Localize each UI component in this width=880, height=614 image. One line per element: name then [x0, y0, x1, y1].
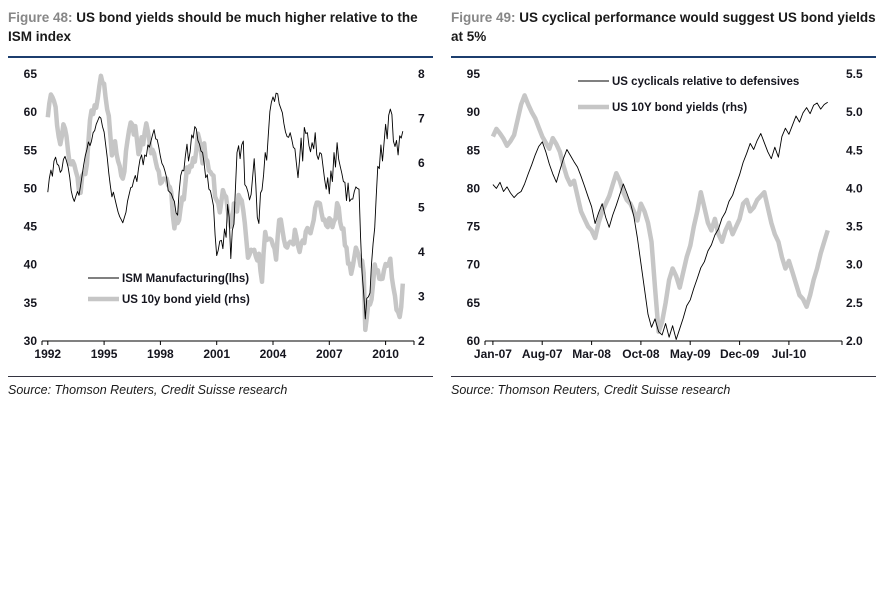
- x-axis-tick-label: Aug-07: [522, 347, 563, 361]
- x-axis-tick-label: 2007: [316, 347, 343, 361]
- right-axis-tick-label: 4.0: [846, 181, 863, 195]
- left-axis-tick-label: 65: [467, 296, 481, 310]
- series-line-1: [45, 73, 406, 333]
- series-line-1: [490, 93, 830, 335]
- left-axis-tick-label: 55: [24, 143, 38, 157]
- legend-label: US 10y bond yield (rhs): [122, 294, 250, 306]
- figure-48-source: Source: Thomson Reuters, Credit Suisse r…: [8, 383, 288, 397]
- x-axis-tick-label: Jan-07: [474, 347, 512, 361]
- right-axis-tick-label: 3.5: [846, 220, 863, 234]
- x-axis-tick-label: 2004: [260, 347, 287, 361]
- figure-49-chart: 60 65 70 75 80 85 90 95 2.0 2.5 3.0 3.5 4.0 4.5 5.0 5.5…: [451, 60, 876, 372]
- left-axis-tick-label: 50: [24, 181, 38, 195]
- figure-48-source-rule: [8, 376, 433, 377]
- left-axis-tick-label: 35: [24, 296, 38, 310]
- x-axis-tick-label: Oct-08: [622, 347, 660, 361]
- right-axis-tick-label: 5: [418, 201, 425, 215]
- left-axis-tick-label: 70: [467, 258, 481, 272]
- right-axis-tick-label: 7: [418, 112, 425, 126]
- left-axis-tick-label: 60: [24, 105, 38, 119]
- x-axis-tick-label: Jul-10: [772, 347, 807, 361]
- right-axis-tick-label: 3.0: [846, 258, 863, 272]
- x-axis-line: [484, 340, 843, 345]
- left-axis-tick-label: 45: [24, 220, 38, 234]
- left-axis-tick-label: 80: [467, 181, 481, 195]
- figure-49-label: Figure 49:: [451, 10, 516, 25]
- right-axis-tick-label: 2.0: [846, 334, 863, 348]
- figure-48-title-text: US bond yields should be much higher rel…: [8, 10, 418, 44]
- left-axis-tick-label: 30: [24, 334, 38, 348]
- figure-48-chart: 30 35 40 45 50 55 60 65 2 3 4 5 6 7 8 1992 1995 1998 2001 2…: [8, 60, 433, 372]
- right-axis-tick-label: 2.5: [846, 296, 863, 310]
- right-axis-tick-label: 4.5: [846, 143, 863, 157]
- x-axis-tick-label: 2001: [203, 347, 230, 361]
- chart-svg: 60 65 70 75 80 85 90 95 2.0 2.5 3.0 3.5 4.0 4.5 5.0 5.5…: [467, 67, 863, 361]
- legend-label: ISM Manufacturing(lhs): [122, 273, 249, 285]
- right-axis-tick-label: 5.0: [846, 105, 863, 119]
- x-axis-line: [41, 340, 415, 345]
- figure-columns: Figure 48: US bond yields should be much…: [8, 8, 876, 397]
- right-axis-tick-label: 3: [418, 290, 425, 304]
- x-axis-tick-label: 2010: [372, 347, 399, 361]
- right-axis-tick-label: 6: [418, 156, 425, 170]
- left-axis-tick-label: 95: [467, 67, 481, 81]
- right-axis-tick-label: 2: [418, 334, 425, 348]
- x-axis-tick-label: Mar-08: [572, 347, 611, 361]
- left-axis-tick-label: 85: [467, 143, 481, 157]
- figure-48-label: Figure 48:: [8, 10, 73, 25]
- left-axis-tick-label: 40: [24, 258, 38, 272]
- right-axis-tick-label: 5.5: [846, 67, 863, 81]
- legend-label: US 10Y bond yields (rhs): [612, 102, 747, 114]
- figure-49-panel: Figure 49: US cyclical performance would…: [451, 8, 876, 397]
- x-axis-tick-label: 1992: [34, 347, 61, 361]
- series-line-0: [47, 92, 404, 320]
- x-axis-tick-label: May-09: [670, 347, 711, 361]
- left-axis-tick-label: 75: [467, 220, 481, 234]
- figure-49-title-text: US cyclical performance would suggest US…: [451, 10, 876, 44]
- x-axis-tick-label: 1995: [91, 347, 118, 361]
- series-line-0: [492, 101, 828, 340]
- figure-48-title: Figure 48: US bond yields should be much…: [8, 8, 433, 58]
- x-axis-tick-label: Dec-09: [720, 347, 760, 361]
- figure-48-panel: Figure 48: US bond yields should be much…: [8, 8, 433, 397]
- left-axis-tick-label: 90: [467, 105, 481, 119]
- legend-label: US cyclicals relative to defensives: [612, 76, 799, 88]
- figure-49-source-rule: [451, 376, 876, 377]
- left-axis-tick-label: 65: [24, 67, 38, 81]
- figure-49-source: Source: Thomson Reuters, Credit Suisse r…: [451, 383, 731, 397]
- x-axis-tick-label: 1998: [147, 347, 174, 361]
- left-axis-tick-label: 60: [467, 334, 481, 348]
- figure-49-title: Figure 49: US cyclical performance would…: [451, 8, 876, 58]
- right-axis-tick-label: 4: [418, 245, 425, 259]
- right-axis-tick-label: 8: [418, 67, 425, 81]
